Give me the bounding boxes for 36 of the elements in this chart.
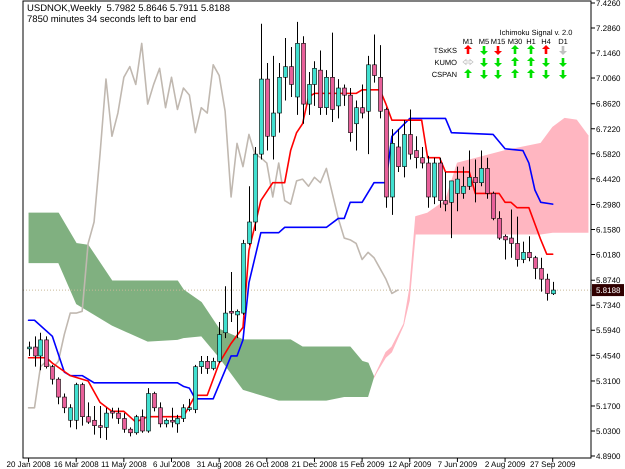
y-tick-label: 6.7220 bbox=[596, 124, 622, 134]
y-tick-label: 5.8740 bbox=[596, 276, 622, 286]
line-series bbox=[28, 42, 399, 409]
x-tick-label: 27 Sep 2009 bbox=[530, 460, 576, 469]
y-tick-label: 5.1700 bbox=[596, 402, 622, 411]
y-tick-label: 4.8900 bbox=[596, 452, 622, 461]
x-tick-label: 7 Jun 2009 bbox=[438, 460, 478, 469]
y-tick-label: 6.5820 bbox=[596, 150, 622, 159]
chart-title: USDNOK,Weekly 5.7982 5.8646 5.7911 5.8188 bbox=[27, 3, 230, 14]
y-tick-label: 6.8620 bbox=[596, 100, 622, 109]
line-series bbox=[28, 118, 554, 400]
y-tick-label: 5.4540 bbox=[596, 351, 622, 360]
ref-line-label: 5.8188 bbox=[596, 286, 622, 296]
y-tick-label: 5.0300 bbox=[596, 426, 622, 436]
x-tick-label: 12 Apr 2009 bbox=[388, 460, 432, 469]
y-tick-label: 6.4420 bbox=[596, 174, 622, 184]
y-tick-label: 6.2980 bbox=[596, 200, 622, 210]
x-tick-label: 6 Jul 2008 bbox=[153, 460, 191, 469]
y-tick-label: 7.4260 bbox=[596, 0, 622, 8]
x-tick-label: 21 Dec 2008 bbox=[292, 460, 338, 469]
y-tick-label: 5.5940 bbox=[596, 326, 622, 336]
x-tick-label: 31 Aug 2008 bbox=[196, 460, 242, 469]
y-tick-label: 5.3100 bbox=[596, 376, 622, 386]
y-tick-label: 7.0060 bbox=[596, 74, 622, 84]
y-tick-label: 7.2860 bbox=[596, 24, 622, 34]
y-tick-label: 7.1460 bbox=[596, 49, 622, 58]
x-tick-label: 15 Feb 2009 bbox=[340, 460, 386, 469]
text: 7850 minutes 34 seconds left to bar end bbox=[27, 14, 196, 25]
y-tick-label: 6.1580 bbox=[596, 226, 622, 234]
y-tick-label: 5.7340 bbox=[596, 301, 622, 310]
x-tick-label: 2 Aug 2009 bbox=[484, 460, 526, 469]
x-tick-label: 11 May 2008 bbox=[101, 460, 148, 469]
y-tick-label: 6.0180 bbox=[596, 250, 622, 260]
x-tick-label: 26 Oct 2008 bbox=[245, 460, 290, 469]
x-tick-label: 16 Mar 2008 bbox=[54, 460, 100, 469]
x-tick-label: 20 Jan 2008 bbox=[6, 460, 52, 469]
